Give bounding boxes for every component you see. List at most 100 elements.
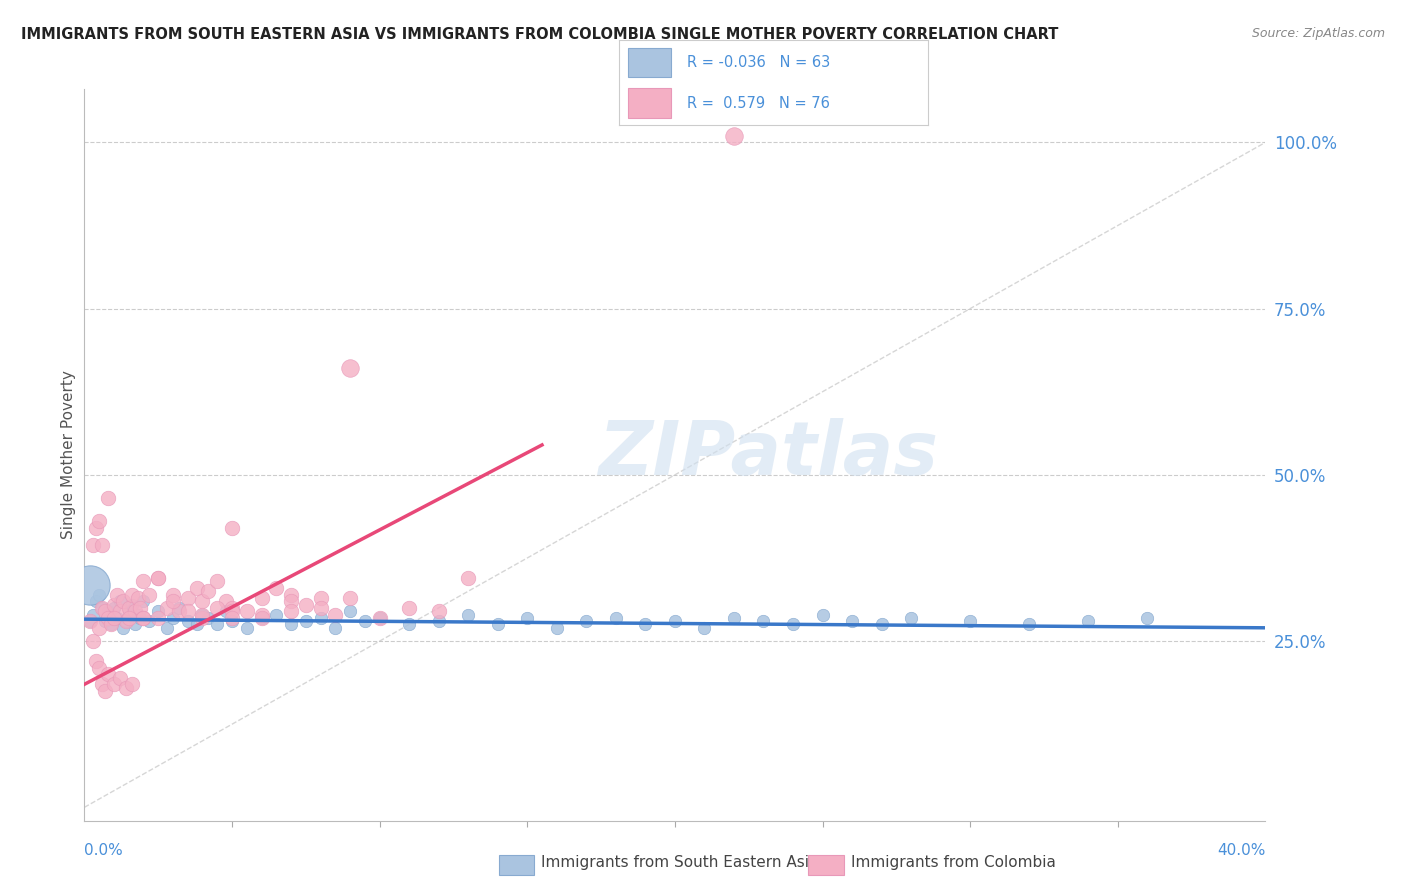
- Point: [148, 571, 170, 585]
- Point: [132, 611, 155, 625]
- Point: [664, 614, 686, 628]
- Point: [162, 594, 184, 608]
- Point: [156, 621, 179, 635]
- Point: [900, 611, 922, 625]
- Point: [235, 604, 259, 618]
- Point: [148, 571, 170, 585]
- Point: [1077, 614, 1099, 628]
- Point: [693, 621, 716, 635]
- Point: [516, 611, 538, 625]
- Point: [79, 577, 101, 591]
- Point: [124, 604, 146, 618]
- Point: [959, 614, 981, 628]
- Point: [634, 617, 657, 632]
- Point: [323, 607, 347, 622]
- Point: [205, 617, 228, 632]
- Point: [723, 128, 745, 143]
- Point: [205, 574, 228, 589]
- FancyBboxPatch shape: [628, 88, 671, 118]
- Point: [186, 581, 208, 595]
- Point: [264, 581, 288, 595]
- Point: [129, 611, 152, 625]
- Point: [221, 521, 243, 535]
- Point: [121, 677, 143, 691]
- Point: [132, 611, 155, 625]
- Point: [118, 611, 141, 625]
- Point: [124, 617, 146, 632]
- Point: [457, 571, 479, 585]
- Point: [118, 604, 141, 618]
- Point: [368, 611, 391, 625]
- Point: [723, 611, 745, 625]
- Point: [177, 591, 200, 605]
- Point: [82, 634, 104, 648]
- Point: [84, 654, 107, 668]
- Point: [167, 600, 190, 615]
- Point: [309, 591, 332, 605]
- Point: [108, 604, 131, 618]
- Point: [605, 611, 627, 625]
- Point: [100, 617, 122, 632]
- Point: [1018, 617, 1040, 632]
- Point: [186, 617, 208, 632]
- Point: [132, 594, 155, 608]
- Point: [280, 604, 302, 618]
- Point: [782, 617, 804, 632]
- Point: [339, 604, 361, 618]
- Point: [84, 521, 107, 535]
- Text: Immigrants from Colombia: Immigrants from Colombia: [851, 855, 1056, 870]
- Point: [97, 667, 120, 681]
- Point: [368, 611, 391, 625]
- Point: [91, 538, 114, 552]
- Point: [114, 614, 136, 628]
- Point: [235, 621, 259, 635]
- Point: [398, 617, 420, 632]
- Point: [841, 614, 863, 628]
- Point: [295, 614, 318, 628]
- Point: [97, 604, 120, 618]
- Point: [250, 611, 273, 625]
- Point: [191, 594, 214, 608]
- Point: [114, 614, 136, 628]
- Point: [129, 600, 152, 615]
- Point: [197, 611, 219, 625]
- Point: [323, 621, 347, 635]
- Point: [295, 598, 318, 612]
- Text: Immigrants from South Eastern Asia: Immigrants from South Eastern Asia: [541, 855, 818, 870]
- Point: [221, 614, 243, 628]
- Point: [309, 600, 332, 615]
- Point: [108, 671, 131, 685]
- Text: R =  0.579   N = 76: R = 0.579 N = 76: [686, 95, 830, 111]
- Point: [398, 600, 420, 615]
- Point: [105, 611, 128, 625]
- Point: [138, 588, 160, 602]
- Point: [309, 611, 332, 625]
- Point: [870, 617, 893, 632]
- Point: [79, 614, 101, 628]
- Point: [280, 594, 302, 608]
- Point: [97, 611, 120, 625]
- Point: [94, 684, 117, 698]
- Point: [132, 574, 155, 589]
- Point: [215, 594, 238, 608]
- Point: [457, 607, 479, 622]
- Point: [82, 538, 104, 552]
- Text: 0.0%: 0.0%: [84, 843, 124, 858]
- Text: R = -0.036   N = 63: R = -0.036 N = 63: [686, 55, 830, 70]
- Point: [354, 614, 377, 628]
- Point: [114, 681, 136, 695]
- Point: [84, 594, 107, 608]
- Point: [103, 611, 125, 625]
- Point: [250, 591, 273, 605]
- Point: [103, 677, 125, 691]
- Point: [103, 600, 125, 615]
- Point: [339, 591, 361, 605]
- Point: [121, 598, 143, 612]
- Point: [162, 611, 184, 625]
- Point: [156, 600, 179, 615]
- Point: [205, 600, 228, 615]
- Point: [111, 594, 134, 608]
- Point: [752, 614, 775, 628]
- Point: [148, 611, 170, 625]
- Point: [118, 600, 141, 615]
